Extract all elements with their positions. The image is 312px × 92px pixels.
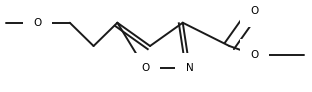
Text: O: O [250,50,258,60]
Text: O: O [33,18,41,28]
Text: N: N [186,63,193,73]
Text: O: O [250,6,258,16]
Text: O: O [141,63,149,73]
